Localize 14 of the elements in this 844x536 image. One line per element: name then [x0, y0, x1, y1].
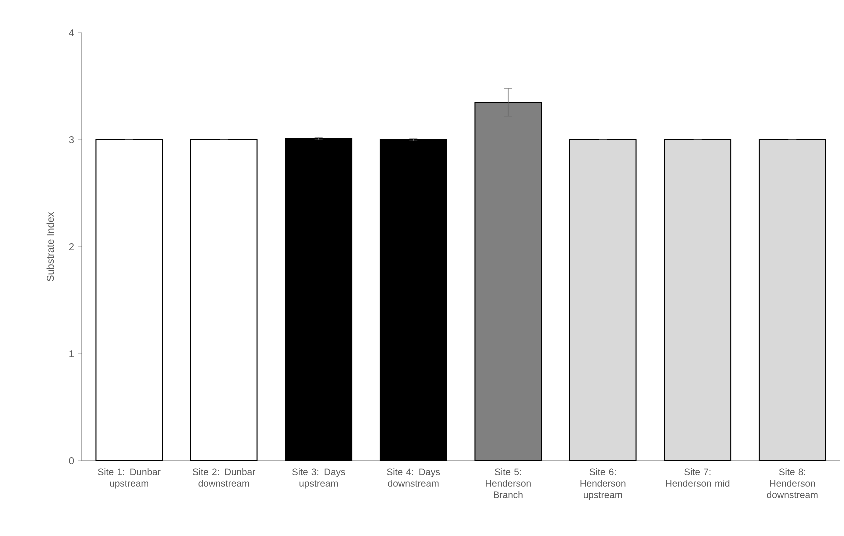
y-tick-label: 3: [69, 136, 74, 144]
x-tick-label: Site 7: Henderson mid: [666, 468, 730, 487]
y-tick-label: 2: [69, 244, 74, 250]
y-tick-label: 4: [69, 30, 74, 36]
x-tick-label: Site 8: Henderson downstream: [767, 468, 818, 498]
x-tick-label: Site 3: Days upstream: [292, 468, 346, 489]
y-tick-label: 1: [70, 350, 74, 358]
x-tick-label: Site 6: Henderson upstream: [580, 468, 626, 500]
x-tick-label: Site 5: Henderson Branch: [486, 468, 531, 498]
y-axis-title: Substrate Index: [46, 212, 54, 282]
x-tick-label: Site 1: Dunbar upstream: [98, 468, 161, 489]
x-tick-label: Site 2: Dunbar downstream: [193, 468, 256, 487]
y-tick-label: 0: [69, 457, 74, 465]
x-tick-label: Site 4: Days downstream: [387, 468, 440, 487]
